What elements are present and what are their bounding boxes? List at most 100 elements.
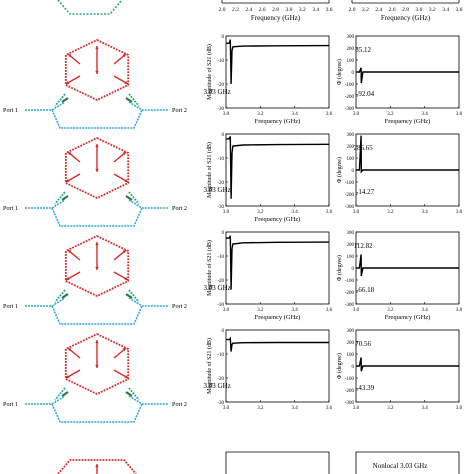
y-tick-label: 100 — [347, 353, 355, 358]
x-axis-label: Frequency (GHz) — [255, 314, 301, 321]
port1-label: Port 1 — [3, 401, 18, 408]
field-arrow — [113, 151, 127, 163]
top-tick-label: 3.0 — [415, 7, 422, 13]
field-arrow — [67, 53, 81, 65]
field-arrow — [95, 60, 99, 74]
field-arrow — [65, 271, 81, 281]
x-axis-label: Frequency (GHz) — [385, 118, 431, 125]
x-tick-label: 3.2 — [257, 406, 264, 411]
top-tick-label: 3.2 — [429, 7, 436, 13]
y-tick-label: 200 — [347, 341, 355, 346]
top-tick-label: 3.4 — [442, 7, 449, 13]
x-tick-label: 3.2 — [257, 112, 264, 117]
phase-trough-label: -92.04 — [356, 90, 375, 98]
y-tick-label: -20 — [217, 181, 224, 186]
port2-label: Port 2 — [172, 401, 187, 408]
top-tick-label: 3.0 — [285, 7, 292, 13]
y-tick-label: 0 — [222, 133, 225, 138]
series-line — [226, 235, 330, 290]
resonance-annotation: 3.03 GHz — [204, 284, 231, 292]
series-line — [356, 254, 459, 277]
port2-label: Port 2 — [172, 303, 187, 310]
field-arrow — [95, 46, 99, 60]
field-arrow — [113, 369, 129, 379]
x-tick-label: 3.2 — [387, 308, 394, 313]
y-tick-label: 0 — [352, 267, 355, 272]
resonance-annotation: 3.03 GHz — [204, 186, 231, 194]
series-line — [226, 336, 329, 352]
coupler-arm — [54, 289, 140, 303]
y-tick-label: -10 — [217, 255, 224, 260]
top-tick-label: 3.4 — [312, 7, 319, 13]
plot-frame — [225, 329, 330, 403]
y-axis-label: Magnitude of S21 (dB) — [206, 142, 213, 198]
phase-peak-label: 35.12 — [355, 46, 371, 54]
y-axis-label: Φ (degree) — [336, 59, 343, 85]
top-tick-label: 2.8 — [272, 7, 279, 13]
x-tick-label: 3.4 — [292, 210, 299, 215]
field-arrow — [113, 75, 129, 85]
feed-line — [25, 297, 168, 307]
x-tick-label: 3.6 — [326, 210, 333, 215]
y-tick-label: -30 — [217, 401, 224, 406]
x-axis-label: Frequency (GHz) — [255, 216, 301, 223]
phase-peak-label: 70.56 — [355, 340, 371, 348]
y-tick-label: -200 — [345, 291, 355, 296]
y-tick-label: -300 — [345, 401, 355, 406]
feed-line — [25, 101, 168, 111]
partial-phase-frame — [355, 451, 460, 474]
resonator-ring — [64, 235, 130, 297]
y-tick-label: -100 — [345, 83, 355, 88]
y-tick-label: -10 — [217, 157, 224, 162]
port1-label: Port 1 — [3, 107, 18, 114]
top-tick-label: 2.4 — [245, 7, 252, 13]
top-phase-axis: 2.0 2.2 2.4 2.6 2.8 3.0 3.2 3.4 3.6 Frequency (GH… — [349, 0, 463, 22]
x-tick-label: 3.6 — [456, 406, 463, 411]
y-tick-label: 0 — [222, 329, 225, 334]
bottom-partial-row: Nonlocal 3.03 GHz — [57, 451, 460, 474]
x-tick-label: 3.4 — [292, 406, 299, 411]
x-tick-label: 3.6 — [326, 112, 333, 117]
x-tick-label: 3.6 — [456, 210, 463, 215]
circuit-diagram: Port 1 Port 2 — [3, 235, 187, 325]
y-tick-label: 0 — [352, 169, 355, 174]
y-tick-label: -30 — [217, 205, 224, 210]
s21-plot: 0 -10 -20 -303.0 3.2 3.4 3.6 Magnitude of S21 (… — [204, 329, 333, 411]
y-tick-label: -300 — [345, 303, 355, 308]
x-tick-label: 3.4 — [422, 210, 429, 215]
top-tick-label: 2.4 — [375, 7, 382, 13]
y-tick-label: -10 — [217, 353, 224, 358]
x-tick-label: 3.2 — [257, 210, 264, 215]
series-line — [226, 39, 330, 85]
x-tick-label: 3.0 — [353, 308, 360, 313]
y-tick-label: 0 — [222, 35, 225, 40]
y-axis-label: Φ (degree) — [336, 353, 343, 379]
y-axis-label: Magnitude of S21 (dB) — [206, 240, 213, 296]
top-s21-axis: 2.0 2.2 2.4 2.6 2.8 3.0 3.2 3.4 3.6 Frequency (GH… — [219, 0, 333, 22]
y-tick-label: 300 — [347, 133, 355, 138]
y-axis-label: Φ (degree) — [336, 157, 343, 183]
top-tick-label: 3.6 — [326, 7, 333, 13]
resonator-ring — [64, 137, 130, 199]
coupler-arrow — [61, 97, 133, 103]
feed-loop — [51, 109, 143, 129]
top-tick-label: 2.2 — [362, 7, 369, 13]
x-tick-label: 3.4 — [422, 308, 429, 313]
circuit-diagram: Port 1 Port 2 — [3, 137, 187, 227]
plot-frame — [225, 133, 330, 207]
series-line — [356, 135, 459, 174]
x-tick-label: 3.0 — [353, 210, 360, 215]
y-tick-label: 0 — [352, 365, 355, 370]
x-tick-label: 3.0 — [353, 406, 360, 411]
y-tick-label: 0 — [352, 71, 355, 76]
field-arrow — [95, 256, 99, 270]
field-arrow — [67, 347, 81, 359]
top-tick-label: 2.0 — [349, 7, 356, 13]
y-axis-label: Φ (degree) — [336, 255, 343, 281]
top-tick-label: 2.6 — [259, 7, 266, 13]
x-tick-label: 3.6 — [326, 308, 333, 313]
resonance-annotation: 3.03 GHz — [204, 88, 231, 96]
field-arrow — [95, 464, 99, 474]
